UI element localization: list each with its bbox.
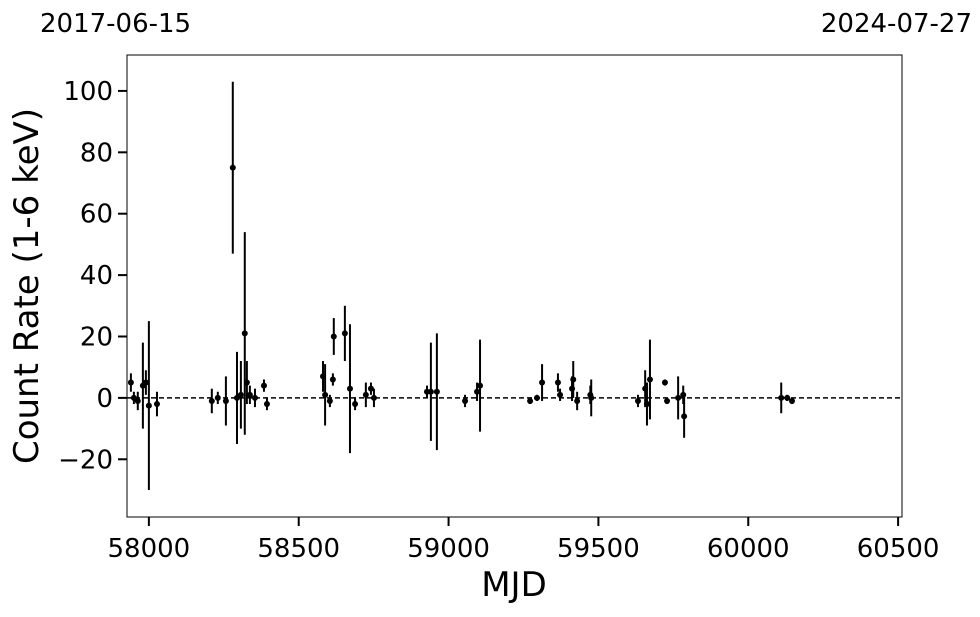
- data-point: [646, 376, 653, 383]
- data-point: [263, 401, 270, 408]
- x-tick-label: 59500: [557, 534, 640, 564]
- data-point: [145, 402, 152, 409]
- data-point: [675, 394, 682, 401]
- data-point: [241, 330, 248, 337]
- data-point: [634, 397, 641, 404]
- data-point: [229, 164, 236, 171]
- y-tick-label: −20: [58, 445, 113, 475]
- data-point: [367, 385, 374, 392]
- data-point: [778, 394, 785, 401]
- x-axis-label: MJD: [481, 565, 547, 605]
- data-point: [243, 379, 250, 386]
- y-axis-label: Count Rate (1-6 keV): [7, 108, 47, 464]
- y-tick-label: 100: [63, 77, 113, 107]
- data-point: [784, 394, 791, 401]
- x-tick-label: 59000: [407, 534, 490, 564]
- y-tick-label: 20: [80, 322, 113, 352]
- data-point: [208, 397, 215, 404]
- data-point: [433, 388, 440, 395]
- data-point: [477, 382, 484, 389]
- x-tick-label: 58500: [257, 534, 340, 564]
- y-tick-label: 0: [96, 384, 113, 414]
- data-point: [322, 391, 329, 398]
- data-point: [570, 376, 577, 383]
- top-right-label: 2024-07-27: [821, 9, 972, 39]
- data-point: [222, 397, 229, 404]
- data-point: [661, 379, 668, 386]
- y-tick-label: 40: [80, 261, 113, 291]
- data-point: [643, 401, 650, 408]
- data-point: [681, 413, 688, 420]
- data-point: [427, 388, 434, 395]
- x-tick-label: 60500: [857, 534, 940, 564]
- data-point: [237, 391, 244, 398]
- data-point: [527, 397, 534, 404]
- data-point: [557, 391, 564, 398]
- data-point: [789, 397, 796, 404]
- data-point: [346, 385, 353, 392]
- data-point: [330, 333, 337, 340]
- data-point: [127, 379, 134, 386]
- data-point: [539, 379, 546, 386]
- y-tick-label: 80: [80, 138, 113, 168]
- y-tick-label: 60: [80, 200, 113, 230]
- data-point: [574, 397, 581, 404]
- data-point: [341, 330, 348, 337]
- data-point: [134, 397, 141, 404]
- plot-frame: [126, 54, 903, 518]
- data-point: [329, 376, 336, 383]
- data-point: [326, 397, 333, 404]
- data-point: [664, 397, 671, 404]
- data-point: [352, 401, 359, 408]
- top-left-label: 2017-06-15: [40, 9, 191, 39]
- data-point: [462, 397, 469, 404]
- data-point: [588, 394, 595, 401]
- x-tick-label: 60000: [707, 534, 790, 564]
- data-point: [554, 379, 561, 386]
- data-point: [474, 388, 481, 395]
- data-point: [533, 394, 540, 401]
- data-point: [214, 394, 221, 401]
- data-point: [246, 391, 253, 398]
- data-point: [370, 394, 377, 401]
- data-point: [260, 382, 267, 389]
- data-point: [153, 401, 160, 408]
- data-point: [362, 391, 369, 398]
- data-point: [251, 394, 258, 401]
- x-tick-label: 58000: [108, 534, 191, 564]
- data-point: [142, 379, 149, 386]
